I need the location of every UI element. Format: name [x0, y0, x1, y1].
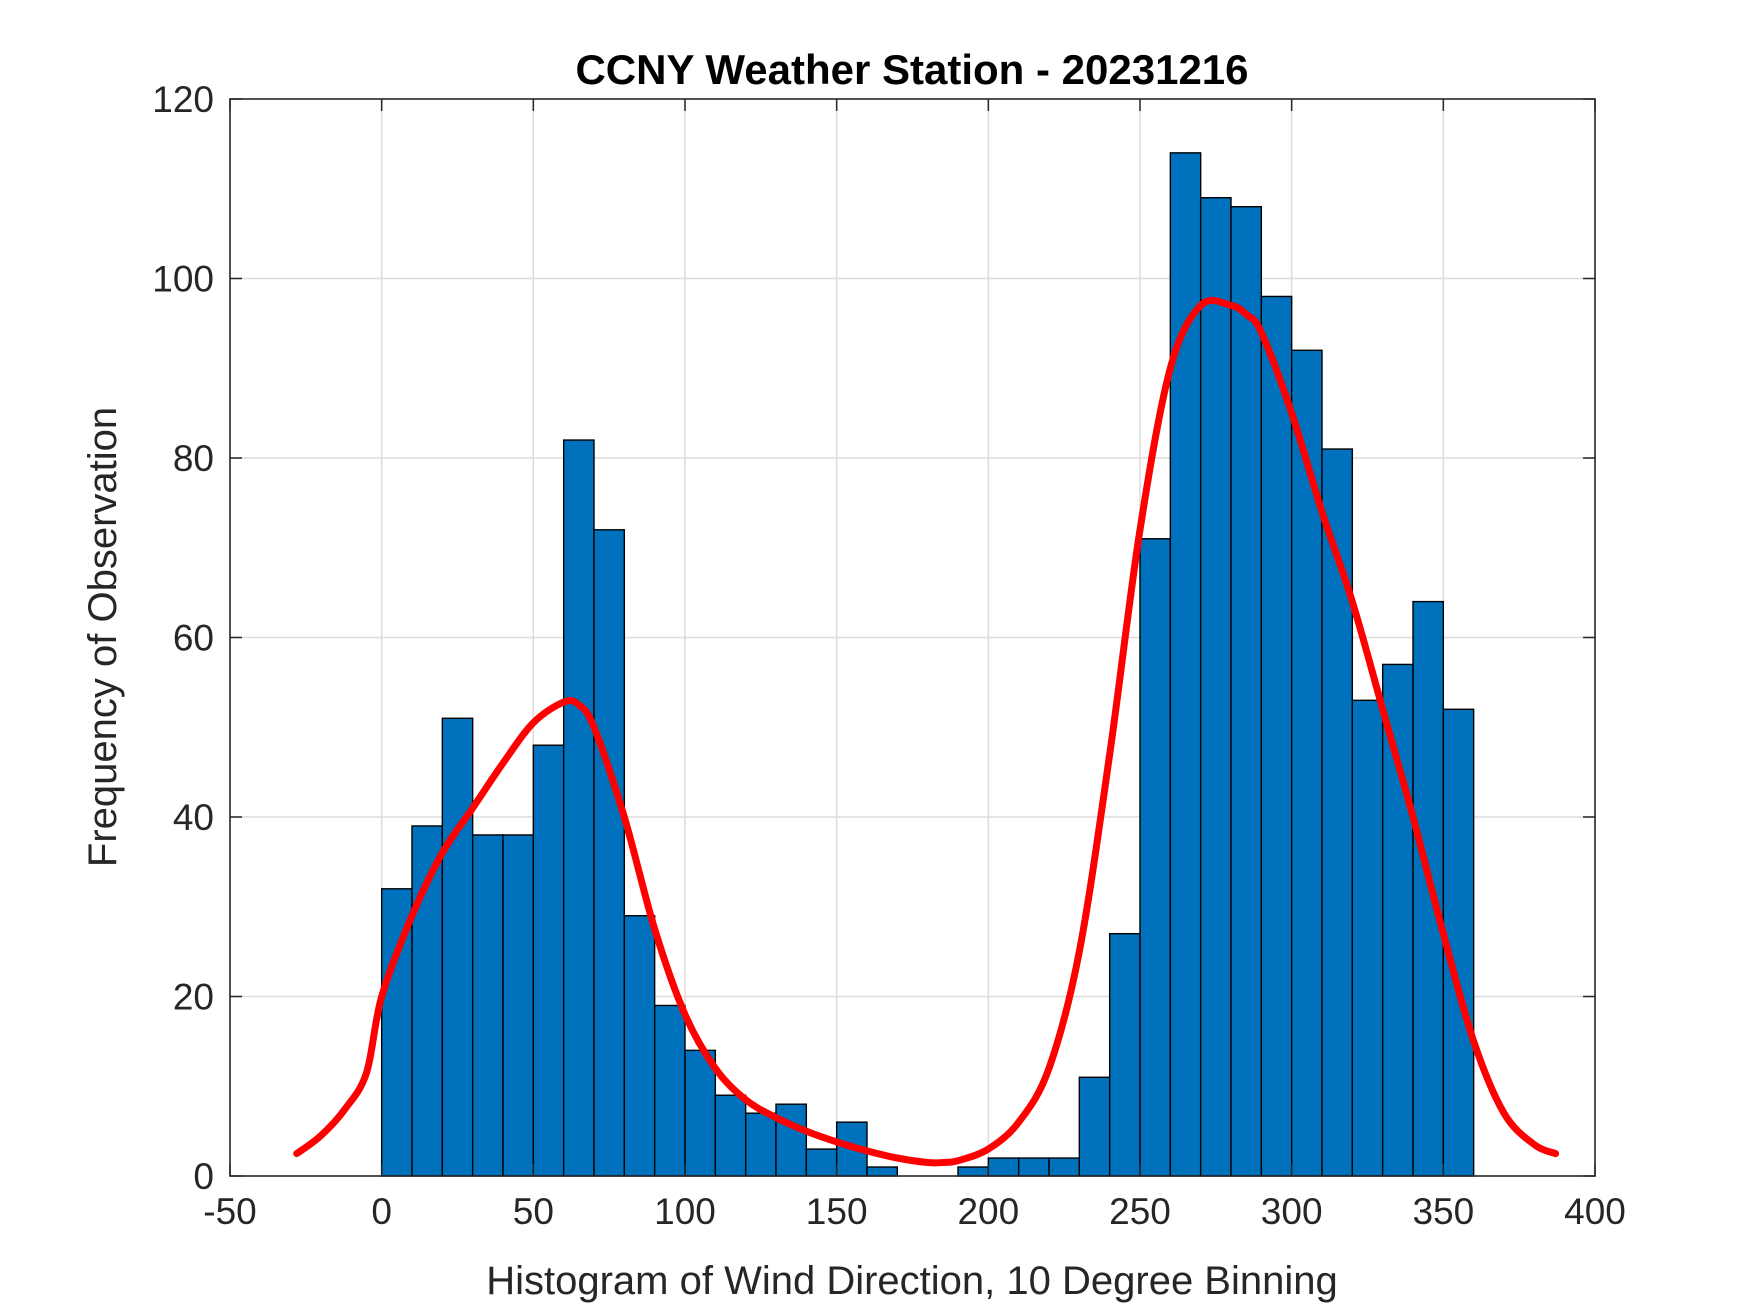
histogram-bar — [714, 1094, 747, 1177]
histogram-bar — [1321, 448, 1354, 1177]
histogram-bar — [957, 1166, 990, 1177]
x-axis-label: Histogram of Wind Direction, 10 Degree B… — [486, 1259, 1338, 1303]
histogram-bar — [623, 915, 656, 1177]
histogram-bar — [1017, 1157, 1050, 1177]
y-tick-label: 100 — [152, 259, 214, 300]
histogram-bar — [987, 1157, 1020, 1177]
histogram-bar — [1230, 205, 1263, 1177]
histogram-bar — [805, 1148, 838, 1177]
histogram-bar — [441, 717, 474, 1177]
histogram-bar — [744, 1112, 777, 1177]
y-tick-label: 20 — [173, 977, 214, 1018]
histogram-bar — [684, 1049, 717, 1177]
x-tick-label: 300 — [1261, 1191, 1323, 1232]
histogram-bar — [1381, 663, 1414, 1177]
histogram-bar — [1078, 1076, 1111, 1177]
histogram-bar — [532, 744, 565, 1177]
histogram-bar — [1199, 197, 1232, 1177]
histogram-bar — [775, 1103, 808, 1177]
x-tick-label: -50 — [203, 1191, 256, 1232]
y-tick-label: 120 — [152, 79, 214, 120]
y-tick-label: 80 — [173, 438, 214, 479]
y-tick-label: 60 — [173, 618, 214, 659]
histogram-bar — [1108, 932, 1141, 1177]
x-tick-label: 200 — [957, 1191, 1019, 1232]
histogram-bar — [866, 1166, 899, 1177]
x-tick-label: 350 — [1412, 1191, 1474, 1232]
x-tick-label: 50 — [513, 1191, 554, 1232]
histogram-bar — [653, 1004, 686, 1177]
histogram-bars — [380, 152, 1475, 1177]
histogram-bar — [502, 834, 535, 1177]
axis-ticks — [229, 98, 1596, 1177]
chart-title: CCNY Weather Station - 20231216 — [575, 46, 1248, 93]
x-tick-label: 150 — [806, 1191, 868, 1232]
x-tick-label: 250 — [1109, 1191, 1171, 1232]
x-tick-label: 100 — [654, 1191, 716, 1232]
histogram-bar — [562, 439, 595, 1177]
histogram-bar — [1048, 1157, 1081, 1177]
histogram-bar — [593, 529, 626, 1177]
histogram-bar — [1260, 295, 1293, 1177]
y-axis-label: Frequency of Observation — [81, 407, 125, 867]
x-tick-label: 400 — [1564, 1191, 1626, 1232]
fit-curve — [293, 296, 1560, 1167]
x-tick-label: 0 — [371, 1191, 392, 1232]
histogram-bar — [1139, 538, 1172, 1177]
y-tick-label: 0 — [193, 1156, 214, 1197]
histogram-bar — [1351, 699, 1384, 1177]
tick-labels: -50 0 50 100 150 200 250 300 350 4000204060801001… — [152, 79, 1626, 1232]
histogram-bar — [471, 834, 504, 1177]
y-tick-label: 40 — [173, 797, 214, 838]
